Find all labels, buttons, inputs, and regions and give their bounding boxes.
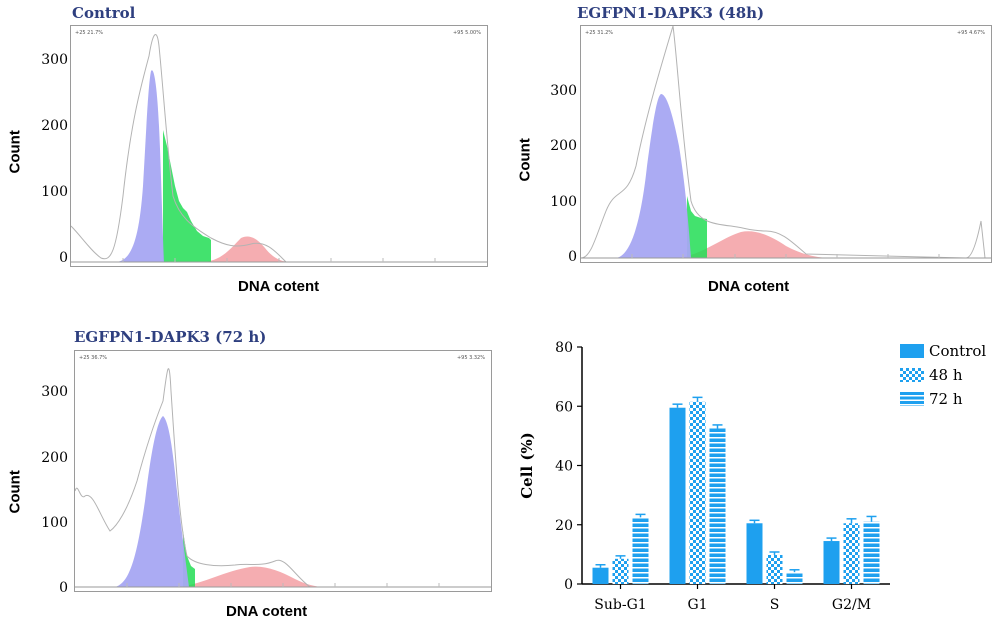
gate-label-left: +25 36.7% bbox=[79, 355, 108, 361]
panel-title: Control bbox=[72, 4, 136, 22]
legend-item-48h: 48 h bbox=[900, 366, 963, 384]
x-axis-label: DNA cotent bbox=[238, 278, 320, 295]
bar-g1-72-h bbox=[709, 428, 726, 584]
gate-label-right: +95 4.67% bbox=[956, 30, 985, 36]
x-axis-label: DNA cotent bbox=[708, 278, 790, 295]
y-tick-label: 60 bbox=[555, 399, 573, 415]
data-trace bbox=[71, 34, 487, 263]
y-tick: 0 bbox=[568, 249, 577, 265]
g1-peak bbox=[115, 416, 189, 587]
bar-s-72-h bbox=[786, 572, 803, 584]
y-axis-label: Count bbox=[6, 130, 24, 174]
legend-swatch bbox=[900, 392, 924, 406]
histogram-graphic bbox=[581, 26, 991, 259]
histogram-graphic bbox=[71, 34, 487, 263]
panel-title: EGFPN1-DAPK3 (48h) bbox=[577, 4, 765, 22]
g2m-peak bbox=[201, 236, 291, 262]
legend-label: Control bbox=[929, 342, 987, 360]
x-tick-label: G1 bbox=[687, 597, 707, 613]
y-tick: 0 bbox=[59, 580, 68, 596]
y-tick-label: 40 bbox=[555, 459, 573, 475]
bar-sub-g1-48-h bbox=[612, 558, 629, 584]
histogram-plot-area: +25 21.7% +95 5.00% bbox=[70, 25, 488, 267]
bar-s-48-h bbox=[766, 554, 783, 584]
s-phase-region bbox=[687, 196, 707, 258]
y-axis-label: Count bbox=[516, 138, 534, 182]
bar-s-control bbox=[746, 523, 763, 584]
y-tick: 200 bbox=[41, 118, 68, 134]
bar-chart-svg: 0 20 40 60 80 Cell (%) Sub-G1 G1 S G2/M bbox=[518, 340, 890, 613]
gate-label-left: +25 31.2% bbox=[585, 30, 614, 36]
legend-item-control: Control bbox=[900, 342, 986, 360]
x-axis-ticks bbox=[122, 258, 436, 262]
data-trace bbox=[75, 368, 491, 588]
g2m-peak bbox=[676, 231, 831, 258]
bar-g2-m-72-h bbox=[863, 521, 880, 584]
bar-g2-m-control bbox=[823, 541, 840, 584]
legend-item-72h: 72 h bbox=[900, 390, 963, 408]
y-tick: 300 bbox=[41, 384, 68, 400]
y-tick: 100 bbox=[41, 184, 68, 200]
y-tick: 200 bbox=[550, 138, 577, 154]
gate-label-right: +95 3.32% bbox=[456, 355, 485, 361]
y-tick: 200 bbox=[41, 450, 68, 466]
histogram-plot-area: +25 36.7% +95 3.32% bbox=[74, 350, 492, 592]
legend-swatch bbox=[900, 368, 924, 382]
x-axis-ticks bbox=[126, 583, 440, 587]
y-tick: 300 bbox=[41, 52, 68, 68]
data-trace bbox=[581, 26, 986, 259]
g1-peak bbox=[116, 70, 164, 262]
x-tick-label: Sub-G1 bbox=[594, 597, 646, 613]
bar-sub-g1-control bbox=[592, 567, 609, 584]
gate-label-right: +95 5.00% bbox=[452, 30, 481, 36]
y-tick: 0 bbox=[59, 250, 68, 266]
bar-g2-m-48-h bbox=[843, 523, 860, 584]
bar-g1-control bbox=[669, 407, 686, 584]
x-tick-label: G2/M bbox=[832, 597, 871, 613]
y-tick: 100 bbox=[550, 194, 577, 210]
x-tick-label: S bbox=[770, 597, 780, 613]
bar-g1-48-h bbox=[689, 401, 706, 584]
y-axis-label: Count bbox=[6, 470, 24, 514]
legend-swatch bbox=[900, 344, 924, 358]
histogram-plot-area: +25 31.2% +95 4.67% bbox=[580, 25, 992, 263]
panel-title: EGFPN1-DAPK3 (72 h) bbox=[74, 328, 267, 346]
cell-cycle-bar-chart: 0 20 40 60 80 Cell (%) Sub-G1 G1 S G2/M Control 4… bbox=[510, 330, 1000, 631]
y-tick-label: 0 bbox=[564, 577, 573, 593]
bar-sub-g1-72-h bbox=[632, 517, 649, 584]
gate-label-left: +25 21.7% bbox=[75, 30, 104, 36]
y-tick: 100 bbox=[41, 515, 68, 531]
y-tick: 300 bbox=[550, 83, 577, 99]
legend-label: 72 h bbox=[929, 390, 963, 408]
y-tick-label: 80 bbox=[555, 340, 573, 356]
y-tick-label: 20 bbox=[555, 518, 573, 534]
histogram-graphic bbox=[75, 368, 491, 588]
g2m-peak bbox=[180, 566, 325, 587]
x-axis-ticks bbox=[631, 254, 940, 258]
legend-label: 48 h bbox=[929, 366, 963, 384]
s-phase-region bbox=[163, 130, 211, 262]
g1-peak bbox=[616, 94, 691, 258]
y-axis-label: Cell (%) bbox=[518, 432, 536, 499]
x-axis-label: DNA cotent bbox=[226, 603, 308, 620]
